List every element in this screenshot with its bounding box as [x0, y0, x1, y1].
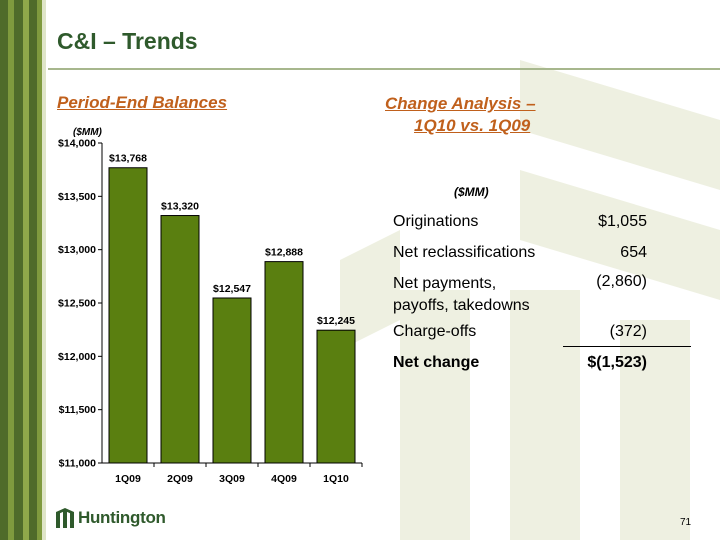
y-tick-label: $13,500	[58, 191, 96, 203]
bar-value-label: $12,245	[317, 315, 355, 327]
left-section-heading: Period-End Balances	[57, 93, 228, 112]
decorative-stripes	[0, 0, 46, 540]
y-tick-label: $12,000	[58, 351, 96, 363]
right-section-heading: Change Analysis – 1Q10 vs. 1Q09	[385, 93, 536, 137]
row-value: (2,860)	[596, 273, 647, 290]
table-unit-label: ($MM)	[454, 185, 489, 199]
row-label: Net reclassifications	[393, 244, 536, 261]
sum-divider	[563, 346, 691, 347]
bar-value-label: $13,320	[161, 201, 199, 213]
x-tick-label: 1Q09	[115, 473, 141, 485]
page-number: 71	[680, 517, 692, 528]
bar	[264, 261, 304, 464]
right-heading-line1: Change Analysis –	[385, 94, 536, 113]
row-label: Net payments, payoffs, takedowns	[393, 275, 530, 314]
x-tick-label: 4Q09	[271, 473, 297, 485]
logo-mark-icon	[56, 508, 74, 528]
title-divider	[48, 68, 720, 70]
y-tick-label: $14,000	[58, 138, 96, 150]
x-tick-label: 2Q09	[167, 473, 193, 485]
row-label: Charge-offs	[393, 323, 477, 340]
y-tick-label: $13,000	[58, 244, 96, 256]
row-value: 654	[620, 244, 647, 261]
huntington-logo: Huntington	[56, 505, 166, 531]
row-value: $1,055	[598, 213, 647, 230]
bar	[212, 297, 252, 464]
bar	[316, 329, 356, 464]
logo-text: Huntington	[78, 508, 166, 527]
background-pattern	[340, 60, 720, 540]
x-tick-label: 1Q10	[323, 473, 349, 485]
x-tick-label: 3Q09	[219, 473, 245, 485]
bar-value-label: $13,768	[109, 153, 147, 165]
row-value: $(1,523)	[587, 354, 647, 371]
bar	[160, 215, 200, 464]
row-value: (372)	[609, 323, 647, 340]
chart-unit-label: ($MM)	[73, 127, 102, 138]
bar-value-label: $12,547	[213, 283, 251, 295]
right-heading-line2: 1Q10 vs. 1Q09	[414, 116, 531, 135]
bar	[108, 167, 148, 464]
y-tick-label: $11,500	[59, 404, 97, 416]
balances-bar-chart: $11,000 $11,500 $12,000 $12,500 $13,000 $13,5…	[58, 138, 363, 485]
y-tick-label: $12,500	[58, 298, 96, 310]
bar-value-label: $12,888	[265, 247, 303, 259]
row-label: Originations	[393, 213, 479, 230]
y-tick-label: $11,000	[59, 458, 97, 470]
page-title: C&I – Trends	[57, 28, 198, 54]
row-label: Net change	[393, 354, 480, 371]
